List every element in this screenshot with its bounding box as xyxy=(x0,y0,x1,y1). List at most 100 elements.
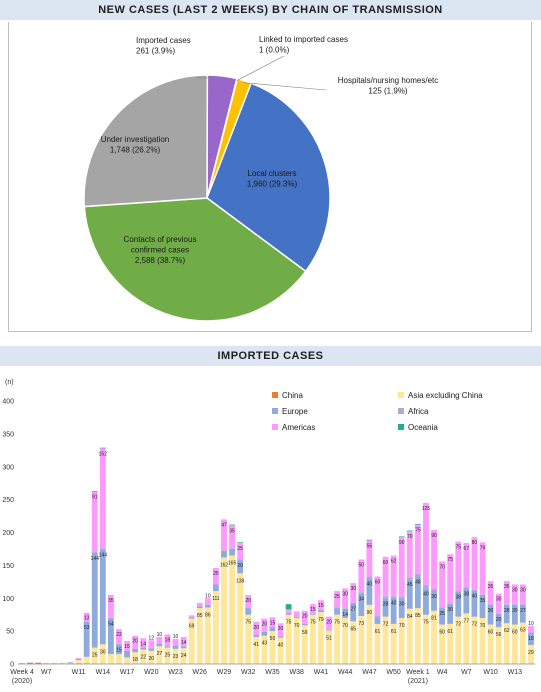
x-tick-label: Week 4 (2020) xyxy=(10,669,34,685)
bar-segment xyxy=(309,614,316,664)
bar-data-label: 20 xyxy=(149,656,155,662)
bar-segment xyxy=(269,627,276,632)
svg-text:1,748 (26.2%): 1,748 (26.2%) xyxy=(110,146,161,155)
bar-segment xyxy=(479,594,486,595)
bar-segment xyxy=(301,610,308,624)
bar-segment xyxy=(91,647,98,664)
bar-segment xyxy=(116,629,122,644)
bar-data-label: 56 xyxy=(496,632,502,638)
bar-segment xyxy=(350,621,357,664)
pie-leader-line-2 xyxy=(243,82,327,91)
bar-segment xyxy=(75,658,82,661)
bar-segment xyxy=(374,617,381,624)
bar-data-label: 61 xyxy=(447,629,453,635)
bar-data-label: 25 xyxy=(165,653,171,659)
bar-segment xyxy=(423,502,429,586)
bar-segment xyxy=(423,614,429,664)
bar-data-label: 111 xyxy=(212,596,220,602)
svg-text:2,588 (38.7%): 2,588 (38.7%) xyxy=(135,256,186,265)
bar-segment xyxy=(487,604,494,605)
bar-segment xyxy=(309,614,316,615)
bar-data-label: 48 xyxy=(415,580,421,586)
bar-data-label: 152 xyxy=(99,451,108,457)
svg-text:W14: W14 xyxy=(96,669,111,676)
bar-segment xyxy=(390,596,397,598)
bar-segment xyxy=(124,640,130,651)
bar-data-label: 15 xyxy=(270,620,276,626)
bar-segment xyxy=(366,576,373,579)
bar-segment xyxy=(188,615,195,618)
bar-data-label: 60 xyxy=(512,630,518,636)
svg-text:W4: W4 xyxy=(437,669,448,676)
bar-data-label: 90 xyxy=(367,610,373,616)
bar-segment xyxy=(116,643,122,645)
bar-segment xyxy=(398,598,405,618)
bar-segment xyxy=(511,624,518,664)
y-tick-label: 200 xyxy=(2,530,14,537)
bar-segment xyxy=(463,543,470,588)
svg-text:China: China xyxy=(282,391,303,400)
bar-segment xyxy=(99,447,106,449)
bar-data-label: 22 xyxy=(116,632,122,638)
bar-data-label: 30 xyxy=(447,607,453,613)
bar-segment xyxy=(398,596,405,599)
pie-chart-title: NEW CASES (LAST 2 WEEKS) BY CHAIN OF TRA… xyxy=(0,0,541,20)
bar-data-label: 70 xyxy=(439,564,445,570)
bar-data-label: 30 xyxy=(512,608,518,614)
x-tick-label: W17 xyxy=(120,669,135,676)
bar-segment xyxy=(221,519,227,551)
bar-segment xyxy=(358,559,365,593)
svg-text:W44: W44 xyxy=(338,669,353,676)
bar-data-label: 40 xyxy=(472,593,478,599)
bar-data-label: 72 xyxy=(455,622,461,628)
stacked-bar-chart: (n) 0 50 100 150 200 250 300 350 400 China Asia exc… xyxy=(2,379,535,685)
bar-data-label: 25 xyxy=(92,653,98,659)
bar-segment xyxy=(204,604,211,608)
bar-segment xyxy=(406,579,413,609)
bar-segment xyxy=(487,624,494,664)
bar-segment xyxy=(414,608,421,664)
bar-data-label: 20 xyxy=(262,622,268,628)
svg-text:W47: W47 xyxy=(362,669,377,676)
bar-data-label: 60 xyxy=(383,560,389,566)
svg-text:W29: W29 xyxy=(217,669,232,676)
svg-text:Week 1: Week 1 xyxy=(406,669,430,676)
bar-segment xyxy=(35,662,42,664)
bar-segment xyxy=(116,654,122,664)
bar-segment xyxy=(237,543,244,560)
bar-data-label: 20 xyxy=(132,639,138,645)
svg-text:Linked to imported cases: Linked to imported cases xyxy=(259,35,348,44)
bar-segment xyxy=(398,537,405,597)
bar-segment xyxy=(358,592,365,594)
bar-data-label: 15 xyxy=(124,644,130,650)
bar-segment xyxy=(455,591,462,592)
bar-segment xyxy=(245,594,252,609)
bar-data-label: 65 xyxy=(350,626,356,632)
bar-data-label: 10 xyxy=(205,593,211,599)
pie-label-1: Linked to imported cases 1 (0.0%) xyxy=(259,35,348,55)
x-tick-label: W38 xyxy=(289,669,304,676)
x-tick-label: W35 xyxy=(265,669,280,676)
bar-segment xyxy=(172,648,179,664)
bar-segment xyxy=(390,555,397,597)
bar-segment xyxy=(213,584,219,592)
bar-data-label: 59 xyxy=(302,630,308,636)
bar-segment xyxy=(91,551,98,553)
bar-segment xyxy=(414,576,421,609)
bar-segment xyxy=(83,612,90,622)
bar-segment xyxy=(245,614,252,664)
svg-text:W11: W11 xyxy=(72,669,86,676)
bar-data-label: 30 xyxy=(520,587,526,593)
svg-text:W13: W13 xyxy=(508,669,523,676)
bar-segment xyxy=(188,618,195,664)
bar-data-label: 86 xyxy=(205,612,211,618)
bar-segment xyxy=(172,639,179,646)
x-tick-label: Week 1 (2021) xyxy=(406,669,430,685)
bar-segment xyxy=(180,646,187,649)
bar-segment xyxy=(511,604,518,625)
bar-data-label: 41 xyxy=(254,642,260,648)
bar-segment xyxy=(196,608,203,664)
bar-segment xyxy=(503,604,510,605)
bar-data-label: 75 xyxy=(415,528,421,534)
bar-segment xyxy=(140,647,147,650)
